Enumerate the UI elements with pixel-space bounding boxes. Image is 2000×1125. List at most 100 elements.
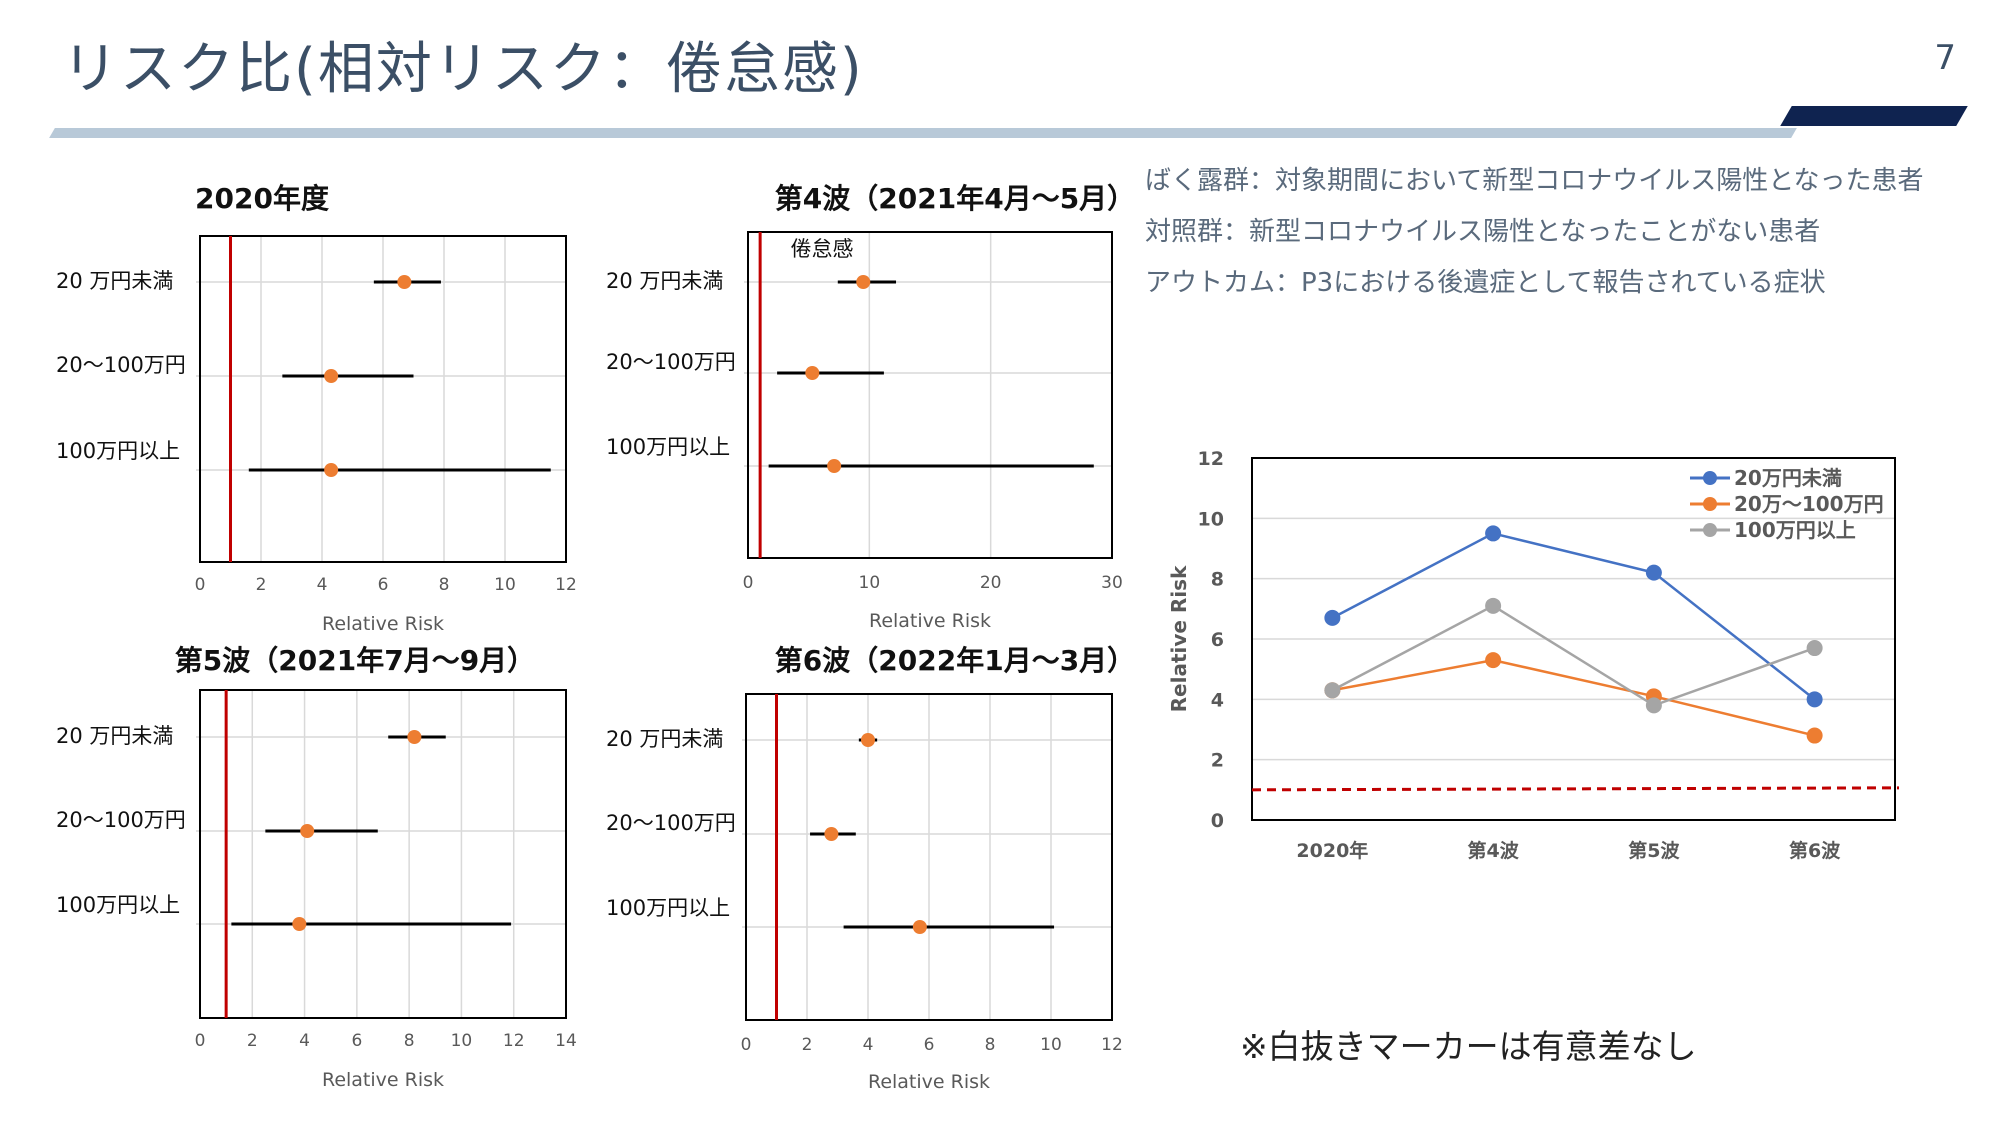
forest-row-label: 100万円以上 — [606, 435, 730, 459]
legend-marker — [1703, 471, 1717, 485]
line-chart-tick-label: 4 — [1211, 689, 1224, 711]
footnote: ※白抜きマーカーは有意差なし — [1240, 1027, 1697, 1066]
legend-label: 20万円未満 — [1734, 466, 1842, 490]
line-chart-axis-label: Relative Risk — [1167, 565, 1191, 712]
forest-row-label: 20～100万円 — [56, 353, 186, 377]
point-estimate — [407, 730, 422, 744]
forest-tick-label: 10 — [451, 1031, 473, 1051]
forest-tick-label: 12 — [555, 575, 577, 595]
forest-row-label: 20 万円未満 — [56, 269, 173, 293]
forest-tick-label: 12 — [503, 1031, 525, 1051]
line-chart-frame — [1251, 457, 1896, 821]
series-point — [1806, 640, 1823, 657]
legend-label: 20万～100万円 — [1734, 492, 1884, 516]
forest-tick-label: 6 — [924, 1035, 935, 1055]
forest-row-label: 20 万円未満 — [606, 727, 723, 751]
point-estimate — [397, 275, 412, 289]
series-point — [1485, 525, 1502, 542]
series-point — [1645, 564, 1662, 581]
point-estimate — [324, 463, 339, 477]
forest-row-label: 20～100万円 — [606, 811, 736, 835]
forest-tick-label: 2 — [256, 575, 267, 595]
forest-tick-label: 6 — [378, 575, 389, 595]
reference-line — [1251, 786, 1900, 792]
note-exposure-group: ばく露群：対象期間において新型コロナウイルス陽性となった患者 — [1145, 166, 1924, 196]
note-outcome: アウトカム：P3における後遺症として報告されている症状 — [1145, 268, 1826, 298]
forest-tick-label: 2 — [247, 1031, 258, 1051]
forest-tick-label: 20 — [980, 573, 1002, 593]
note-control-group: 対照群：新型コロナウイルス陽性となったことがない患者 — [1145, 217, 1821, 247]
forest-row-label: 20～100万円 — [56, 808, 186, 832]
forest-annotation: 倦怠感 — [791, 237, 854, 261]
forest-tick-label: 8 — [439, 575, 450, 595]
series-line — [1331, 604, 1816, 707]
notes-block: ばく露群：対象期間において新型コロナウイルス陽性となった患者 対照群：新型コロナ… — [1145, 156, 1923, 309]
forest-tick-label: 0 — [741, 1035, 752, 1055]
forest-tick-label: 0 — [195, 575, 206, 595]
series-point — [1806, 727, 1823, 744]
series-line — [1332, 658, 1815, 737]
point-estimate — [861, 733, 875, 747]
forest-tick-label: 6 — [351, 1031, 362, 1051]
point-estimate — [912, 920, 927, 934]
series-point — [1485, 652, 1502, 669]
forest-title: 第5波（2021年7月～9月） — [175, 644, 535, 677]
forest-title: 2020年度 — [195, 182, 329, 215]
forest-plot-frame — [747, 231, 1113, 559]
forest-row-label: 20 万円未満 — [56, 724, 173, 748]
forest-title: 第4波（2021年4月～5月） — [775, 182, 1135, 215]
forest-tick-label: 14 — [555, 1031, 577, 1051]
forest-axis-label: Relative Risk — [322, 613, 444, 635]
point-estimate — [300, 824, 315, 838]
forest-tick-label: 12 — [1101, 1035, 1123, 1055]
series-line — [1331, 532, 1816, 701]
forest-tick-label: 10 — [494, 575, 516, 595]
line-chart-category-label: 第4波 — [1468, 839, 1520, 862]
legend-marker — [1703, 523, 1717, 537]
forest-tick-label: 8 — [404, 1031, 415, 1051]
forest-axis-label: Relative Risk — [869, 610, 991, 632]
point-estimate — [324, 369, 339, 383]
forest-row-label: 20～100万円 — [606, 350, 736, 374]
legend-label: 100万円以上 — [1734, 518, 1856, 542]
line-chart-tick-label: 6 — [1211, 629, 1224, 651]
forest-tick-label: 8 — [985, 1035, 996, 1055]
forest-tick-label: 0 — [743, 573, 754, 593]
legend-marker — [1703, 497, 1717, 511]
point-estimate — [856, 275, 871, 289]
line-chart-category-label: 2020年 — [1296, 839, 1368, 862]
forest-tick-label: 4 — [317, 575, 328, 595]
forest-row-label: 100万円以上 — [606, 896, 730, 920]
point-estimate — [824, 827, 839, 841]
point-estimate — [827, 459, 842, 473]
forest-plot-frame — [745, 693, 1113, 1021]
line-chart-tick-label: 2 — [1211, 750, 1224, 772]
forest-tick-label: 10 — [1040, 1035, 1062, 1055]
point-estimate — [292, 917, 307, 931]
line-chart-tick-label: 8 — [1211, 569, 1224, 591]
series-point — [1806, 691, 1823, 708]
forest-tick-label: 10 — [859, 573, 881, 593]
forest-plot-frame — [199, 235, 567, 563]
series-point — [1485, 597, 1502, 614]
line-chart-tick-label: 12 — [1198, 448, 1224, 470]
forest-row-label: 20 万円未満 — [606, 269, 723, 293]
forest-tick-label: 0 — [195, 1031, 206, 1051]
series-point — [1324, 682, 1341, 699]
page-number: 7 — [1934, 38, 1956, 78]
forest-axis-label: Relative Risk — [322, 1069, 444, 1091]
forest-title: 第6波（2022年1月～3月） — [775, 644, 1135, 677]
forest-row-label: 100万円以上 — [56, 893, 180, 917]
forest-row-label: 100万円以上 — [56, 439, 180, 463]
forest-tick-label: 4 — [863, 1035, 874, 1055]
slide-title: リスク比(相対リスク：倦怠感) — [62, 37, 864, 102]
forest-axis-label: Relative Risk — [868, 1071, 990, 1093]
forest-tick-label: 2 — [802, 1035, 813, 1055]
forest-tick-label: 4 — [299, 1031, 310, 1051]
series-point — [1324, 609, 1341, 626]
line-chart-category-label: 第5波 — [1628, 839, 1680, 862]
line-chart-category-label: 第6波 — [1789, 839, 1841, 862]
line-chart-tick-label: 0 — [1211, 810, 1224, 832]
forest-plot-frame — [199, 689, 567, 1019]
